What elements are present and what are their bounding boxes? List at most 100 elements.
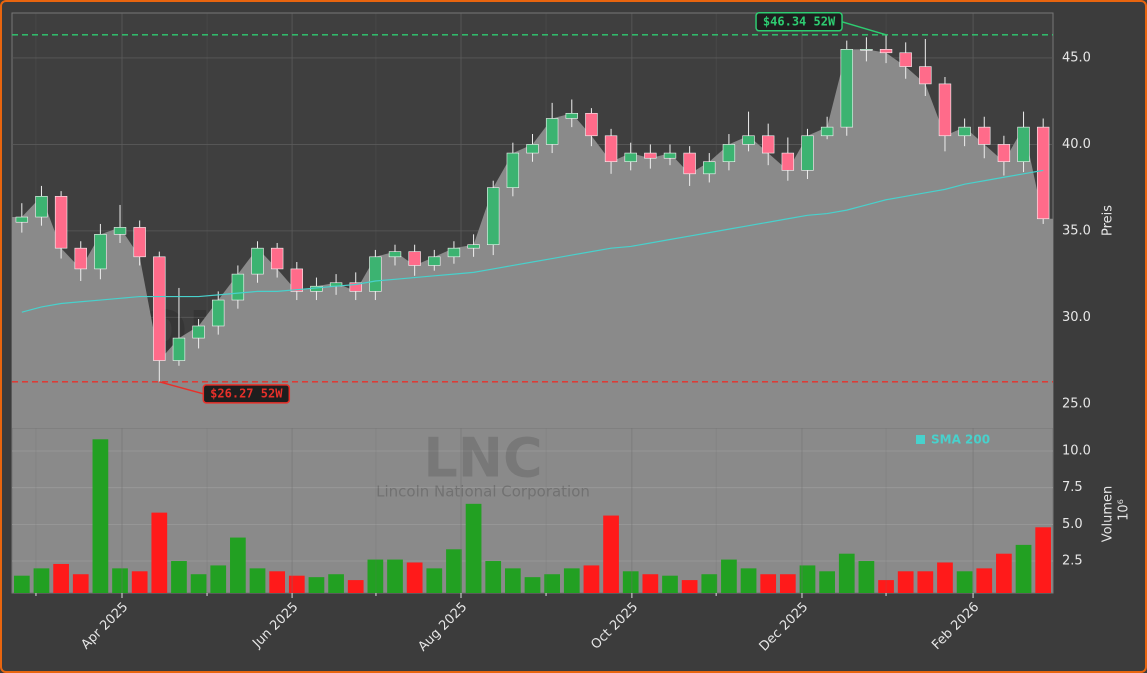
y-scale-label: 10⁶	[1117, 499, 1132, 521]
candle-body	[369, 256, 382, 292]
volume-bar	[1015, 544, 1032, 593]
candle-body	[1017, 126, 1030, 163]
candle-body	[919, 66, 932, 85]
y-axis-label: Volumen	[1101, 486, 1116, 543]
candle-body	[231, 273, 245, 301]
candle-body	[172, 337, 186, 361]
candle-body	[781, 152, 795, 171]
volume-bar	[387, 559, 403, 593]
candle-body	[447, 247, 461, 258]
candle-body	[487, 187, 500, 246]
x-tick-label: Jun 2025	[249, 600, 301, 652]
candle-body	[113, 227, 127, 235]
y-tick-label: 40.0	[1062, 137, 1091, 152]
volume-bar	[662, 575, 678, 593]
candle-body	[742, 135, 755, 145]
volume-bar	[1035, 527, 1052, 593]
annotation-label: $26.27 52W	[210, 386, 283, 400]
volume-bar	[465, 503, 482, 593]
y-axis-label: Preis	[1101, 205, 1116, 236]
volume-bar	[269, 571, 286, 593]
x-tick-label: Dec 2025	[757, 600, 812, 655]
volume-bar	[190, 574, 207, 593]
candle-body	[15, 216, 29, 223]
candle-body	[879, 49, 893, 54]
candle-body	[545, 118, 559, 145]
x-tick-label: Feb 2026	[929, 600, 982, 653]
volume-bar	[288, 575, 305, 593]
volume-bar	[917, 571, 934, 593]
candle-body	[153, 256, 166, 361]
volume-bar	[603, 515, 619, 593]
annotation-box	[755, 12, 843, 32]
volume-bar	[367, 559, 384, 593]
candle-body	[899, 52, 912, 67]
candle-body	[35, 195, 48, 218]
volume-bar	[151, 512, 168, 593]
volume-bar	[740, 568, 757, 593]
volume-bar	[544, 574, 560, 593]
volume-bar	[347, 580, 364, 593]
volume-bar	[171, 561, 187, 593]
candle-body	[270, 247, 284, 270]
candle-body	[251, 247, 264, 275]
candle-body	[938, 83, 952, 137]
volume-bar	[897, 571, 914, 593]
annotation-arrow	[841, 21, 887, 36]
volume-bar	[642, 574, 659, 593]
volume-bar	[524, 577, 541, 593]
volume-bar	[131, 571, 148, 593]
y-tick-label: 5.0	[1062, 517, 1083, 532]
candle-body	[94, 234, 107, 270]
candle-body	[585, 112, 598, 137]
volume-bar	[249, 568, 266, 593]
candle-body	[54, 195, 68, 249]
volume-bar	[308, 577, 325, 593]
y-tick-label: 45.0	[1062, 50, 1091, 65]
annotation-arrow	[159, 381, 204, 395]
candle-body	[212, 299, 225, 327]
y-tick-label: 7.5	[1062, 480, 1083, 495]
volume-bar	[701, 574, 718, 593]
candle-body	[1036, 126, 1050, 220]
volume-bar	[505, 568, 521, 593]
candle-body	[74, 247, 87, 270]
y-tick-label: 35.0	[1062, 223, 1091, 238]
candle-body	[388, 251, 402, 258]
volume-bar	[485, 561, 502, 593]
candle-body	[958, 126, 971, 137]
candle-body	[762, 135, 775, 154]
candle-body	[526, 144, 539, 154]
volume-bar	[622, 571, 639, 593]
volume-bar	[956, 571, 973, 593]
y-tick-label: 2.5	[1062, 554, 1083, 569]
volume-bar	[976, 568, 993, 593]
x-tick-label: Aug 2025	[415, 600, 470, 655]
close-area	[12, 49, 1053, 428]
y-tick-label: 10.0	[1062, 444, 1091, 459]
legend-label: SMA 200	[931, 433, 990, 447]
volume-bar	[996, 553, 1012, 593]
volume-bar	[33, 568, 50, 593]
candle-body	[722, 144, 736, 163]
candle-body	[290, 268, 303, 292]
candle-body	[349, 282, 362, 292]
volume-bar	[819, 571, 835, 593]
candle-body	[978, 126, 991, 145]
candle-body	[624, 152, 637, 163]
candle-body	[820, 126, 834, 137]
volume-bar	[112, 568, 128, 593]
candle-body	[408, 251, 421, 266]
sma-line	[21, 169, 1044, 313]
watermark-symbol: LNC	[423, 427, 542, 490]
annotation-label: $46.34 52W	[763, 14, 836, 28]
candle-body	[428, 256, 441, 266]
volume-bar	[937, 562, 953, 593]
volume-bar	[779, 574, 796, 593]
volume-bar	[563, 568, 580, 593]
candle-body	[133, 227, 146, 258]
annotation-box	[202, 384, 291, 404]
volume-bar	[721, 559, 737, 593]
